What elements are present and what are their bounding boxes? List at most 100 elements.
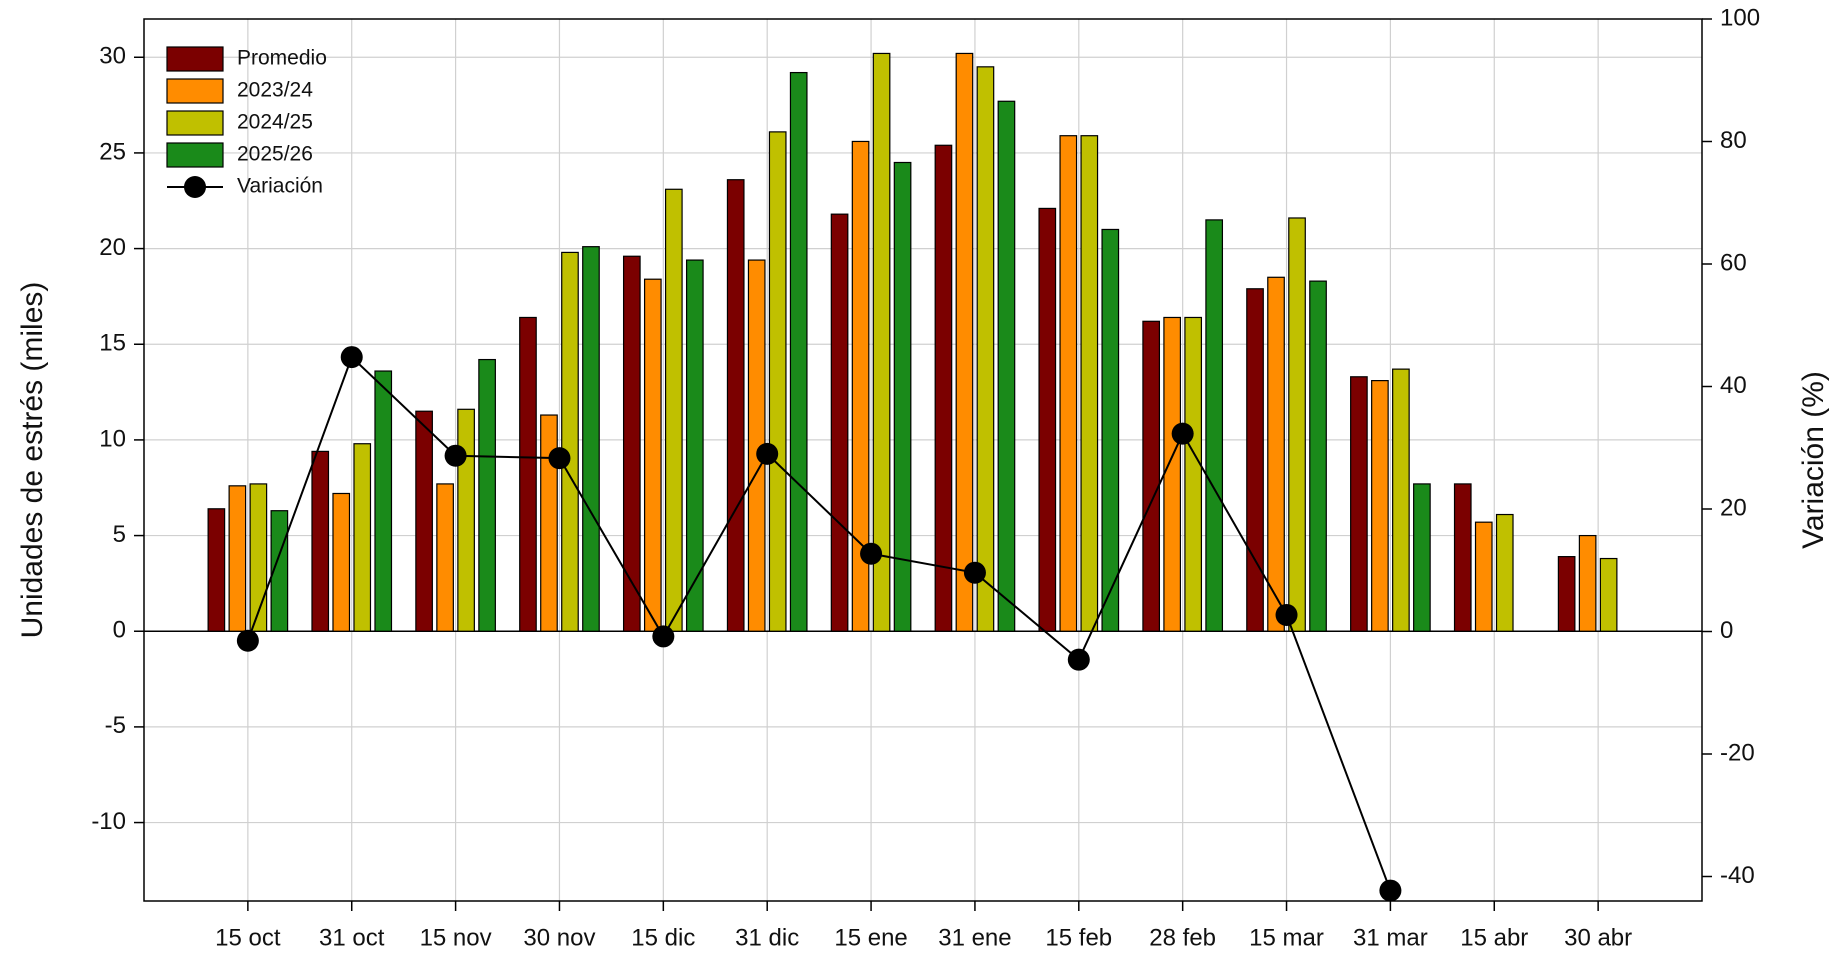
plot-frame [143, 18, 1703, 902]
bar [1474, 521, 1493, 632]
bar [1413, 483, 1431, 632]
x-tick-label: 15 feb [1045, 924, 1112, 951]
x-tick-label: 31 ene [938, 924, 1011, 951]
bar [457, 408, 475, 632]
bar [478, 358, 496, 632]
bar [893, 161, 912, 632]
legend-label: 2024/25 [237, 111, 313, 134]
line-marker [236, 629, 259, 652]
x-tick-label: 15 dic [631, 924, 695, 951]
line-marker [548, 447, 571, 470]
y-tick-label: 30 [99, 43, 126, 70]
x-tick-label: 15 oct [215, 924, 281, 951]
line [246, 355, 1392, 891]
y2-tick-label: 100 [1720, 4, 1760, 31]
bar [332, 492, 351, 632]
x-tick-label: 31 oct [319, 924, 385, 951]
bar [1350, 376, 1368, 632]
bar [1163, 316, 1182, 632]
legend-label: 2025/26 [237, 143, 313, 166]
line-marker [1379, 879, 1402, 902]
bar [1453, 483, 1472, 632]
bar [1205, 219, 1224, 632]
bar [374, 370, 393, 632]
bar [540, 414, 558, 632]
bar [997, 100, 1016, 632]
y2-tick-label: 80 [1720, 127, 1747, 154]
y2-tick-label: -40 [1720, 862, 1755, 889]
y-tick-label: 5 [113, 521, 126, 548]
y-tick-label: 20 [99, 234, 126, 261]
legend-label: Promedio [237, 47, 327, 70]
bar [768, 131, 787, 632]
legend-swatch [166, 142, 224, 168]
y-tick-label: 0 [113, 617, 126, 644]
bar [1557, 556, 1576, 632]
bar [207, 508, 226, 632]
bar [664, 188, 683, 632]
legend-swatch [166, 110, 224, 136]
bar [249, 483, 268, 632]
bar [415, 410, 433, 632]
x-tick-label: 15 abr [1460, 924, 1528, 951]
bar [1059, 135, 1078, 632]
legend-label: 2023/24 [237, 79, 313, 102]
bar [643, 278, 662, 632]
line-marker [444, 444, 467, 467]
x-tick-label: 15 nov [420, 924, 492, 951]
y2-tick-label: 40 [1720, 372, 1747, 399]
y2-tick-label: 0 [1720, 617, 1733, 644]
bar [726, 179, 745, 632]
x-tick-label: 31 dic [735, 924, 799, 951]
bar [955, 52, 974, 632]
line-marker [1275, 603, 1298, 626]
y2-tick-label: 20 [1720, 494, 1747, 521]
bar [1309, 280, 1327, 632]
bar [1142, 320, 1161, 632]
bar [228, 485, 247, 632]
bar [622, 255, 641, 632]
line-marker [860, 542, 883, 565]
y-axis-title: Unidades de estrés (miles) [16, 282, 49, 639]
line-marker [652, 625, 675, 648]
y-tick-label: -5 [105, 712, 126, 739]
bar [353, 443, 372, 632]
x-tick-label: 28 feb [1149, 924, 1216, 951]
line-marker [756, 442, 779, 465]
legend-swatch [166, 46, 224, 72]
bar [830, 213, 849, 632]
bar [1288, 217, 1306, 632]
bar [436, 483, 454, 632]
bar [311, 450, 330, 632]
bar [1184, 316, 1203, 632]
x-tick-label: 15 mar [1249, 924, 1324, 951]
line-marker [1067, 648, 1090, 671]
bar [561, 251, 579, 632]
legend-label: Variación [237, 175, 323, 198]
line-marker [963, 561, 986, 584]
bar [1038, 207, 1057, 632]
bar [1267, 276, 1285, 632]
bar [519, 316, 537, 632]
x-tick-label: 30 abr [1564, 924, 1632, 951]
bar [582, 246, 600, 632]
y-tick-label: 15 [99, 330, 126, 357]
bar [1080, 135, 1099, 632]
bar [1495, 513, 1514, 632]
bar [1101, 228, 1120, 632]
y-tick-label: 25 [99, 138, 126, 165]
x-tick-label: 15 ene [834, 924, 907, 951]
line-marker [1171, 422, 1194, 445]
bar [1392, 368, 1410, 632]
bar [934, 144, 953, 632]
bar [789, 71, 808, 632]
x-tick-label: 31 mar [1353, 924, 1428, 951]
bar [976, 66, 995, 632]
y-tick-label: -10 [91, 808, 126, 835]
y2-tick-label: 60 [1720, 249, 1747, 276]
bar [872, 52, 891, 632]
y2-axis-title: Variación (%) [1797, 371, 1830, 549]
bar [685, 259, 704, 632]
